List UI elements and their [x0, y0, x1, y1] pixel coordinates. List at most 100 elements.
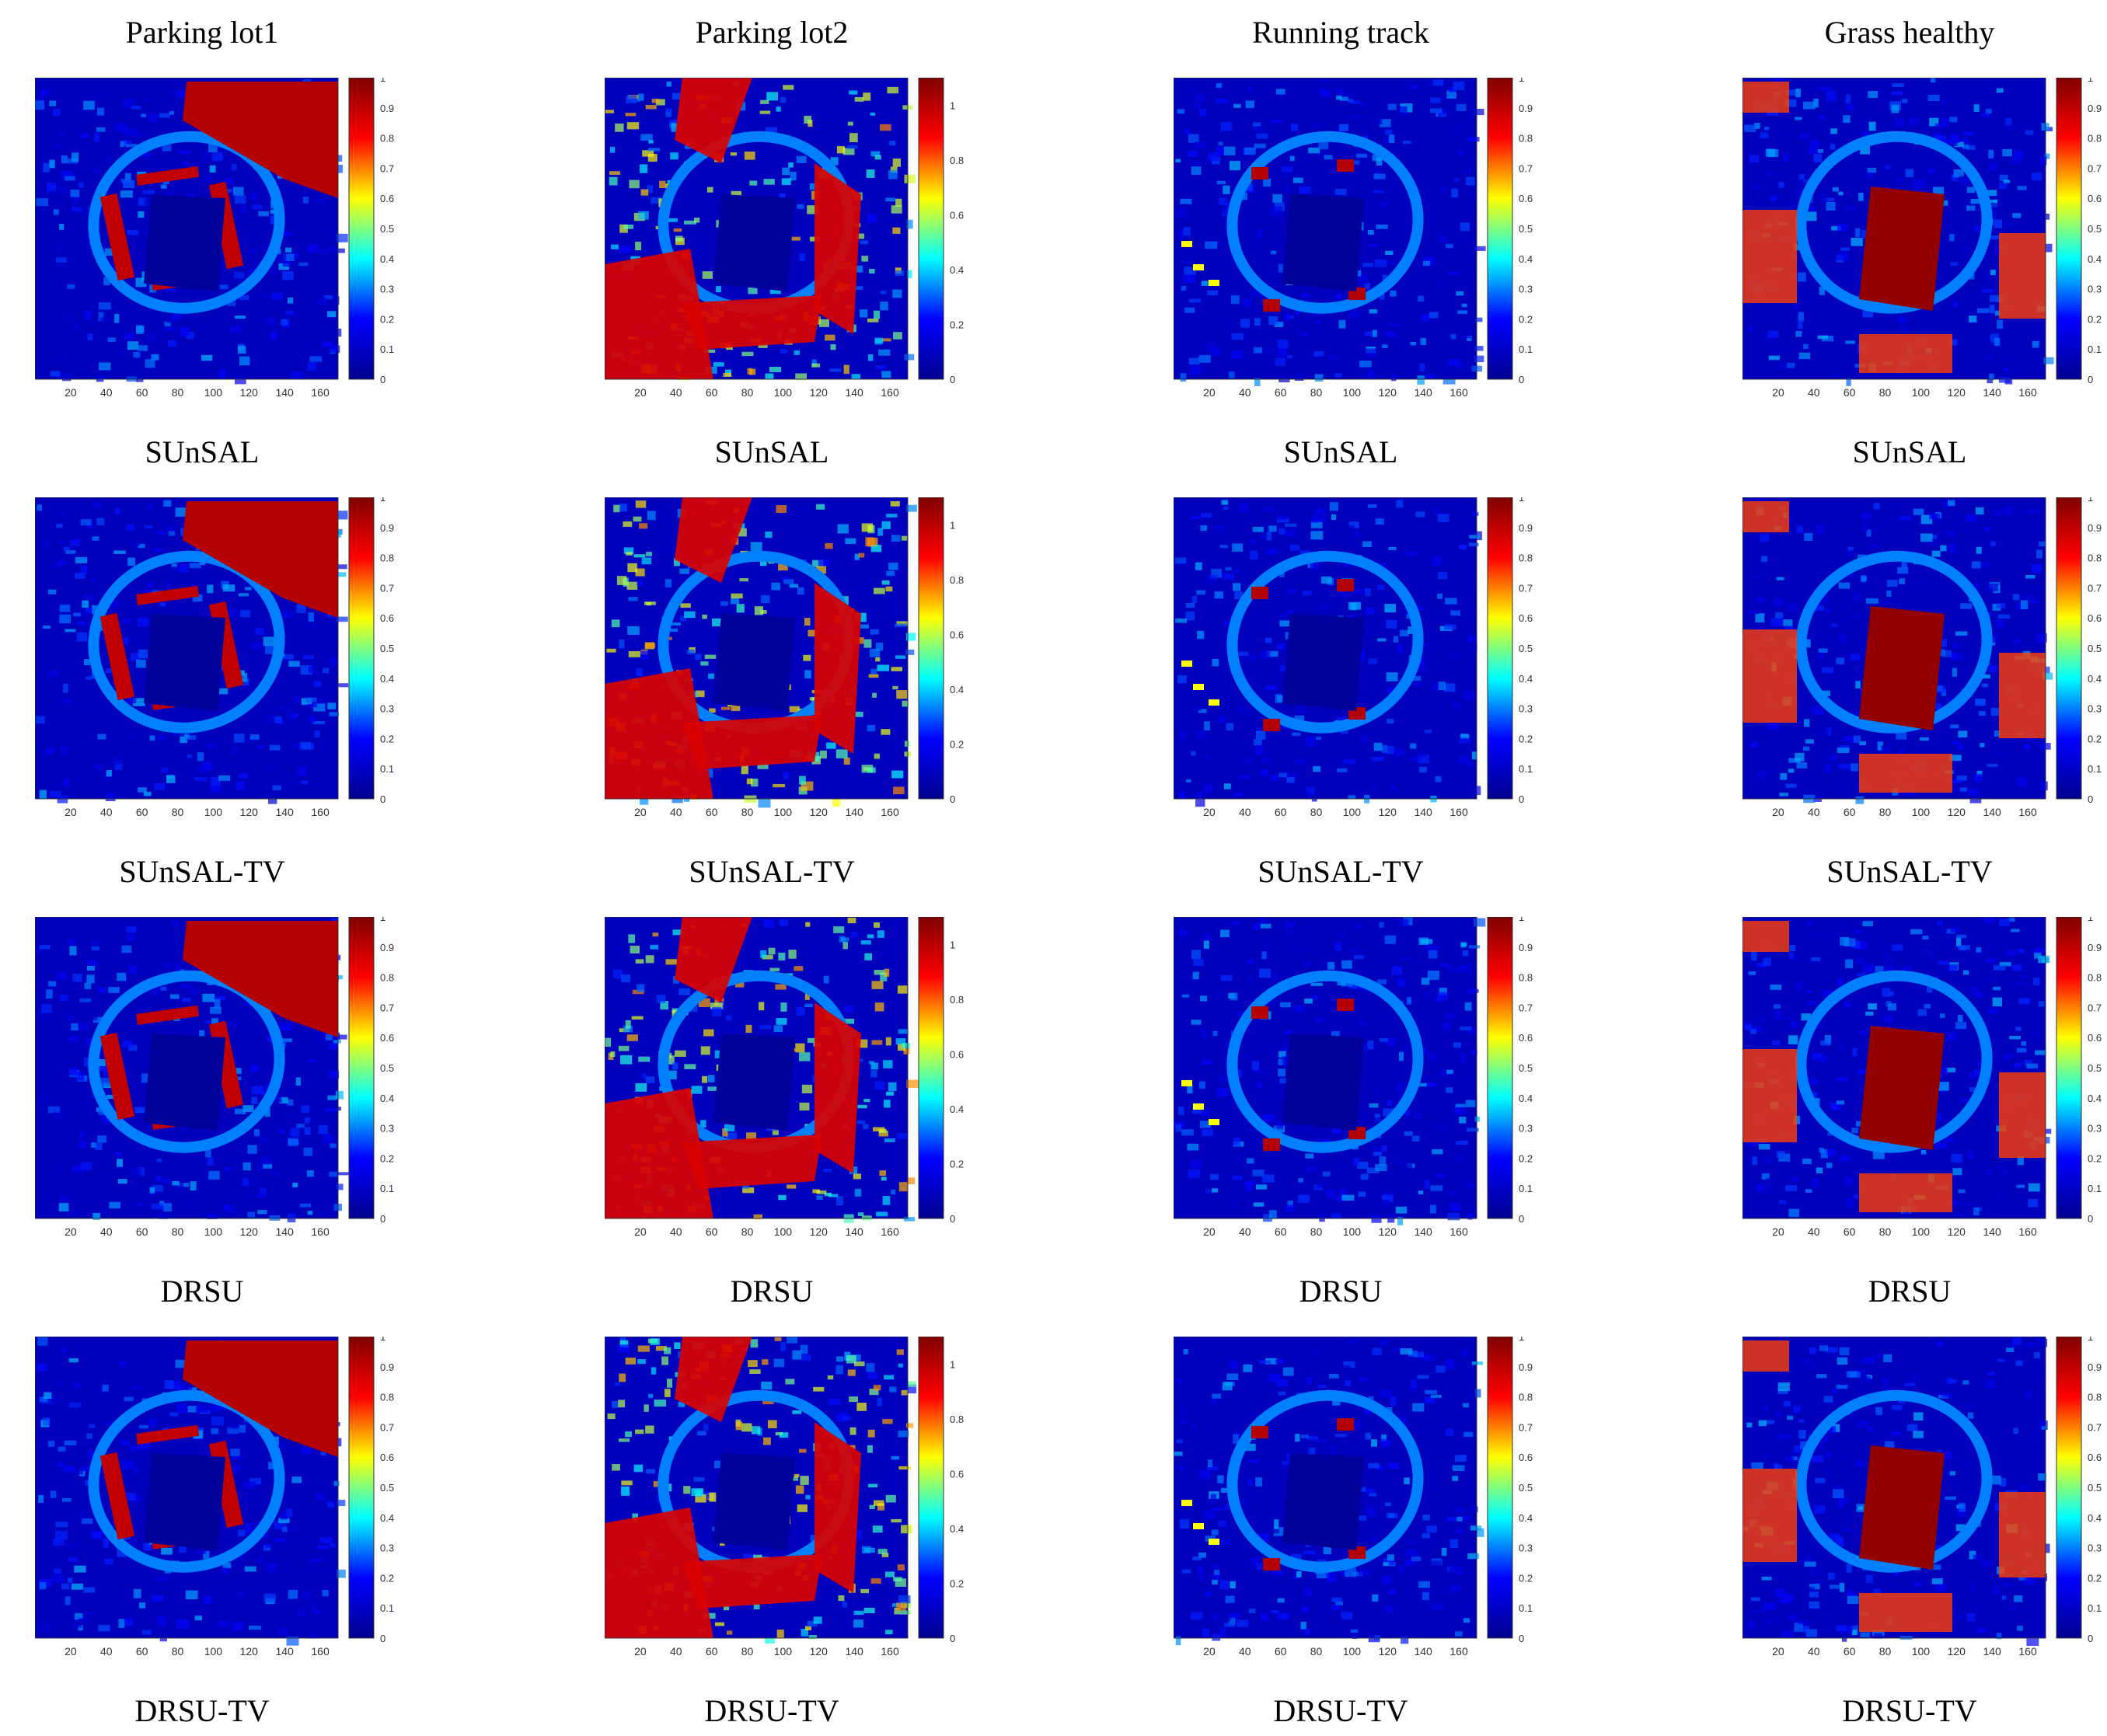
- map-texture-cell: [1861, 575, 1866, 583]
- colorbar-tick-label: 1: [380, 497, 385, 504]
- map-texture-cell: [1336, 95, 1342, 100]
- map-texture-cell: [1883, 1014, 1893, 1023]
- map-texture-cell: [78, 1618, 85, 1622]
- map-texture-cell: [187, 754, 192, 758]
- map-texture-cell: [91, 946, 99, 951]
- map-texture-cell: [1948, 755, 1962, 762]
- map-texture-cell: [1459, 1117, 1467, 1124]
- map-texture-cell: [208, 143, 218, 152]
- map-texture-cell: [855, 1039, 868, 1048]
- map-texture-cell: [625, 1431, 633, 1438]
- map-texture-cell: [1973, 1554, 1985, 1563]
- x-tick-label: 160: [2018, 806, 2037, 818]
- map-texture-cell: [1281, 166, 1293, 173]
- map-texture-cell: [1987, 1008, 1998, 1014]
- map-texture-cell: [272, 716, 282, 723]
- map-texture-cell: [91, 1531, 102, 1538]
- map-texture-cell: [2044, 213, 2050, 220]
- map-texture-cell: [1195, 95, 1205, 103]
- map-texture-cell: [1201, 1028, 1207, 1038]
- map-texture-cell: [180, 1385, 192, 1393]
- map-texture-cell: [56, 524, 63, 528]
- map-texture-cell: [1822, 989, 1834, 999]
- map-texture-cell: [1471, 1361, 1484, 1365]
- map-texture-cell: [648, 140, 654, 144]
- map-texture-cell: [1212, 525, 1223, 534]
- grass-patch: [1999, 1492, 2046, 1577]
- method-label-grass-healthy-1: SUnSAL: [1852, 434, 1967, 469]
- colorbar-tick-label: 0: [2088, 793, 2093, 805]
- map-texture-cell: [1865, 1376, 1871, 1382]
- map-texture-cell: [1458, 545, 1467, 550]
- map-texture-cell: [1910, 929, 1923, 935]
- map-texture-cell: [113, 755, 124, 764]
- map-texture-cell: [1847, 546, 1854, 551]
- map-texture-cell: [1466, 966, 1472, 974]
- map-texture-cell: [313, 352, 324, 357]
- map-texture-cell: [896, 690, 908, 699]
- map-texture-cell: [179, 563, 189, 573]
- colorbar-tick-label: 0.4: [1519, 253, 1533, 265]
- map-texture-cell: [1279, 591, 1288, 598]
- map-texture-cell: [1310, 521, 1323, 528]
- map-texture-cell: [1991, 1475, 2001, 1485]
- x-tick-label: 20: [634, 806, 647, 818]
- map-texture-cell: [243, 1481, 256, 1489]
- map-texture-cell: [874, 922, 881, 928]
- map-texture-cell: [293, 695, 299, 703]
- map-texture-cell: [835, 1365, 843, 1375]
- map-texture-cell: [1376, 157, 1383, 166]
- map-texture-cell: [870, 1070, 877, 1078]
- map-texture-cell: [1205, 343, 1217, 353]
- map-texture-cell: [1390, 785, 1397, 791]
- map-texture-cell: [319, 1034, 325, 1043]
- map-texture-cell: [337, 1499, 346, 1507]
- colorbar-tick-label: 0.3: [380, 1123, 394, 1135]
- colorbar-tick-label: 0.4: [2088, 1512, 2102, 1524]
- map-texture-cell: [1373, 1152, 1382, 1156]
- map-texture-cell: [1421, 314, 1430, 322]
- map-texture-cell: [1390, 290, 1397, 297]
- map-texture-cell: [2025, 509, 2039, 514]
- x-tick-label: 60: [706, 1645, 718, 1658]
- map-texture-cell: [623, 1025, 633, 1033]
- colorbar-tick-label: 1: [380, 78, 385, 84]
- map-texture-cell: [69, 946, 77, 956]
- colorbar-tick-label: 0.9: [2088, 1361, 2102, 1373]
- map-texture-cell: [230, 326, 242, 333]
- colorbar-tick-label: 0.6: [950, 209, 964, 221]
- map-texture-cell: [168, 1381, 181, 1390]
- map-texture-cell: [1949, 234, 1955, 242]
- map-texture-cell: [619, 246, 631, 253]
- colorbar-tick-label: 0.2: [380, 733, 394, 744]
- map-texture-cell: [81, 565, 88, 574]
- map-texture-cell: [895, 270, 905, 276]
- colorbar-tick-label: 0.4: [1519, 1093, 1533, 1104]
- colorbar-tick-label: 0.9: [2088, 942, 2102, 953]
- track-marker: [1193, 1523, 1204, 1529]
- map-texture-cell: [1429, 1560, 1442, 1567]
- map-texture-cell: [1217, 1520, 1227, 1527]
- map-texture-cell: [888, 169, 898, 180]
- map-texture-cell: [640, 189, 649, 196]
- map-texture-cell: [1399, 629, 1409, 636]
- map-texture-cell: [1288, 610, 1294, 615]
- x-tick-label: 60: [1275, 386, 1287, 399]
- map-texture-cell: [799, 776, 806, 785]
- map-texture-cell: [1851, 237, 1863, 246]
- map-texture-cell: [149, 284, 156, 293]
- map-texture-cell: [65, 550, 76, 554]
- map-texture-cell: [1777, 1389, 1788, 1394]
- map-texture-cell: [123, 180, 135, 189]
- map-texture-cell: [1385, 1605, 1393, 1613]
- map-texture-cell: [1776, 577, 1784, 580]
- map-texture-cell: [1395, 1206, 1408, 1214]
- map-texture-cell: [1451, 188, 1458, 198]
- map-texture-cell: [1927, 950, 1934, 960]
- map-texture-cell: [37, 96, 44, 105]
- map-texture-cell: [1450, 1584, 1461, 1592]
- map-texture-cell: [1838, 1498, 1845, 1508]
- map-texture-cell: [1204, 933, 1212, 940]
- map-texture-cell: [1306, 1436, 1319, 1440]
- map-texture-cell: [1371, 1215, 1382, 1223]
